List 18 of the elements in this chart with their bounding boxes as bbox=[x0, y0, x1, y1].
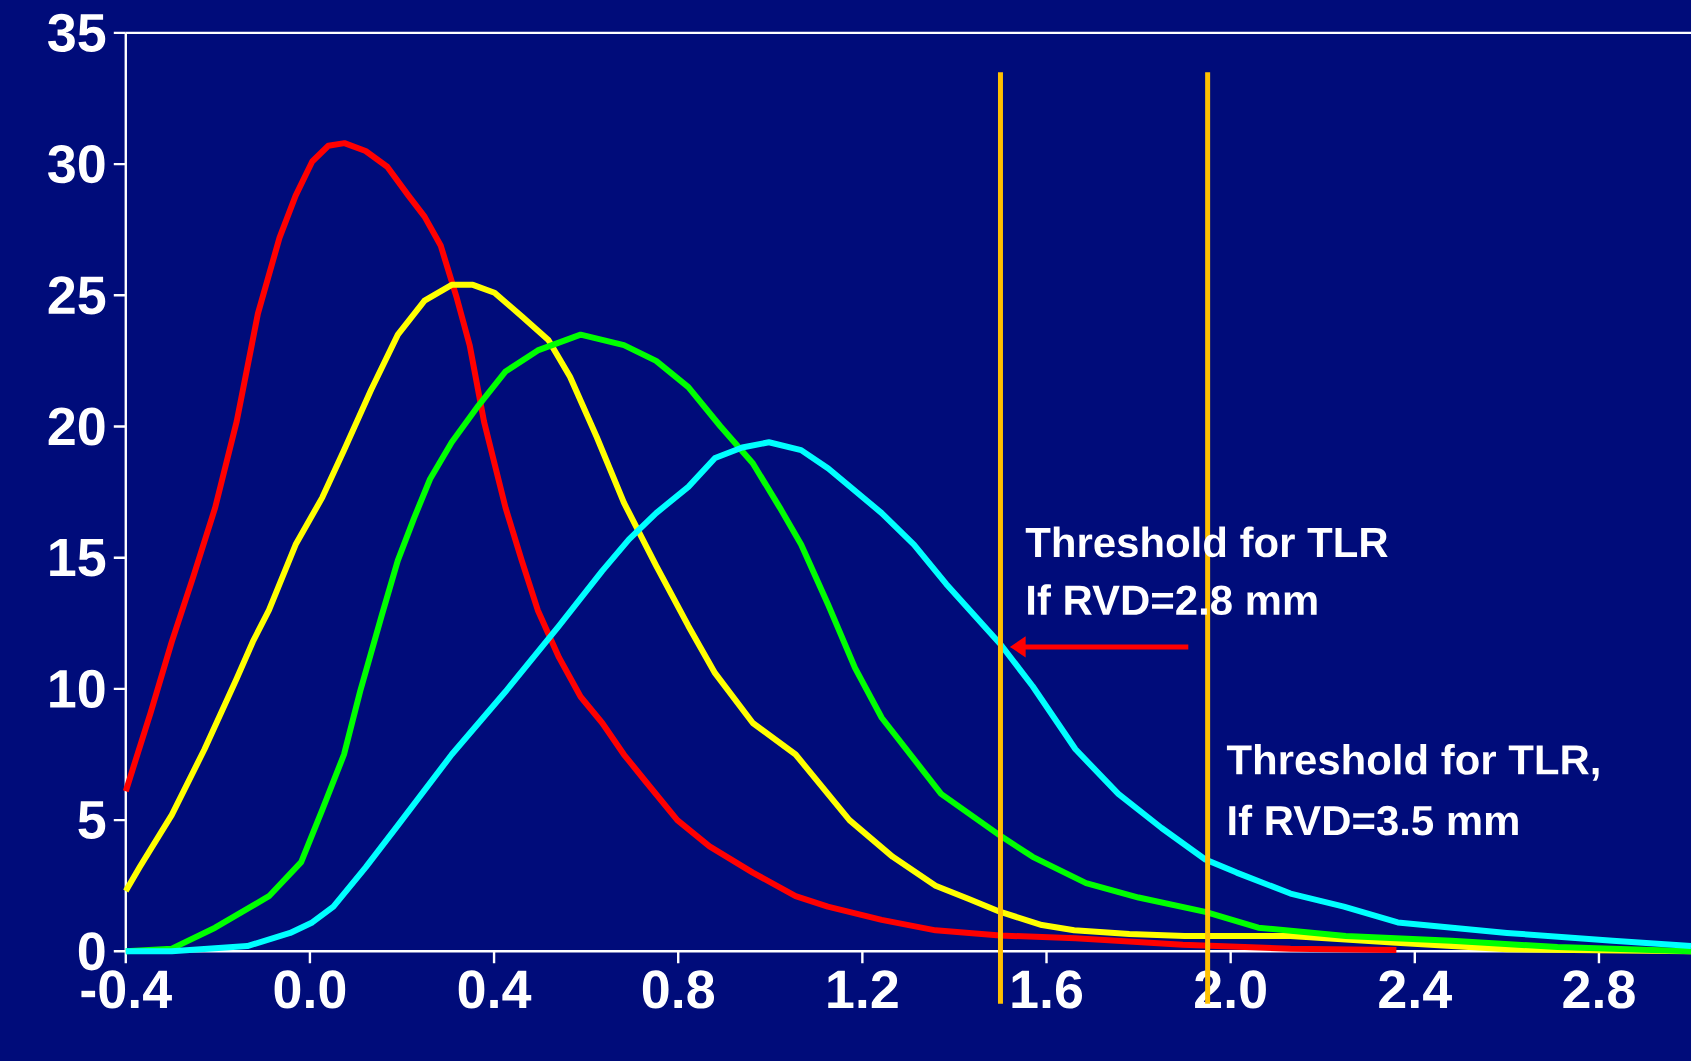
y-tick-label: 20 bbox=[48, 407, 105, 446]
annotation: Threshold for TLR, bbox=[1226, 743, 1599, 781]
x-tick-label: 0.0 bbox=[274, 970, 346, 1009]
x-tick-label: 0.8 bbox=[642, 970, 715, 1009]
x-tick-label: 1.2 bbox=[828, 970, 898, 1008]
x-tick-label: 2.8 bbox=[1563, 970, 1635, 1009]
y-tick-label: 0 bbox=[78, 932, 105, 971]
y-tick-label: 10 bbox=[50, 669, 105, 708]
x-tick-label: 0.4 bbox=[458, 970, 532, 1009]
y-tick-label: 30 bbox=[48, 144, 105, 184]
x-tick-label: -0.4 bbox=[81, 970, 172, 1009]
x-tick-label: 2.4 bbox=[1379, 970, 1452, 1008]
y-tick-label: 25 bbox=[48, 276, 106, 315]
y-tick-label: 15 bbox=[50, 538, 106, 577]
y-tick-label: 35 bbox=[48, 13, 106, 52]
y-tick-label: 5 bbox=[78, 801, 106, 839]
x-tick-label: 1.6 bbox=[1012, 970, 1083, 1009]
annotation: If RVD=3.5 mm bbox=[1229, 804, 1518, 836]
